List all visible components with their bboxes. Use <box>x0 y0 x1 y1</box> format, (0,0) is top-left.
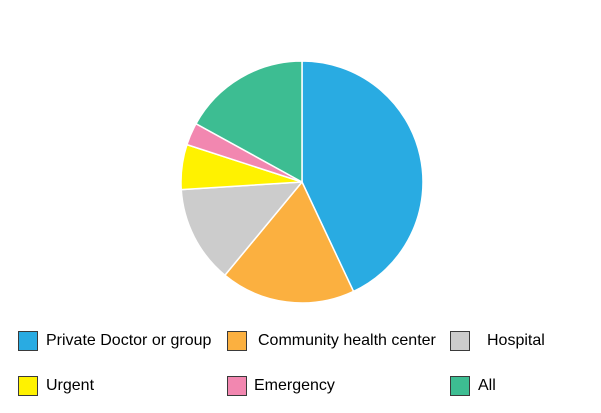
legend-swatch-private-doctor <box>18 331 38 351</box>
pie-slice-private-doctor-or-group <box>301 60 424 293</box>
pie-slice-community-health-center <box>224 181 355 304</box>
legend-label-community-health-center: Community health center <box>258 332 436 349</box>
legend-swatch-all <box>450 376 470 396</box>
legend-label-all: All <box>478 377 496 394</box>
legend-label-private-doctor: Private Doctor or group <box>46 332 212 349</box>
pie-slices <box>180 60 424 304</box>
legend-swatch-urgent <box>18 376 38 396</box>
legend-label-hospital: Hospital <box>487 332 545 349</box>
legend-label-emergency: Emergency <box>254 377 335 394</box>
pie-slice-hospital <box>180 181 303 276</box>
pie-slice-all <box>195 60 303 183</box>
legend-swatch-hospital <box>450 331 470 351</box>
legend-swatch-community-health-center <box>227 331 247 351</box>
legend-label-urgent: Urgent <box>46 377 95 394</box>
legend-swatch-emergency <box>227 376 247 396</box>
